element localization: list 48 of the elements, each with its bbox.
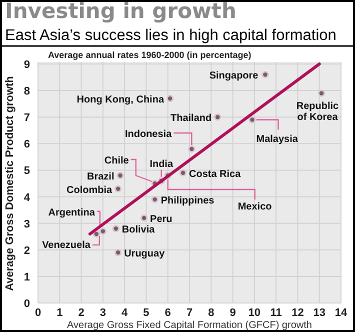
annotation: Venezuela (42, 240, 91, 251)
x-tick-label: 3 (100, 307, 106, 319)
annotation: Costa Rica (189, 168, 242, 180)
x-tick-label: 1 (56, 307, 63, 319)
annotation: Peru (150, 214, 172, 226)
text: Average annual rates 1960-2000 (in percentage) (48, 50, 252, 60)
annotation: Philippines (160, 195, 215, 206)
annotation: Bolivia (122, 224, 156, 236)
x-tick-label: 2 (78, 307, 84, 319)
y-tick-label: 0 (24, 298, 30, 310)
x-tick-label: 6 (164, 307, 171, 319)
y-tick-label: 8 (24, 86, 30, 98)
chart-subtitle: East Asia’s success lies in high capital formation (5, 27, 336, 44)
annotation: Indonesia (124, 128, 172, 140)
y-axis-title: Average Gross Domestic Product growth (4, 76, 16, 291)
y-tick-label: 2 (24, 244, 30, 257)
y-tick-label: 4 (24, 192, 31, 204)
annotation: India (150, 158, 174, 170)
y-tick-label: 7 (24, 112, 30, 124)
x-tick-label: 7 (186, 307, 193, 319)
x-tick-label: 9 (230, 307, 236, 319)
annotation: Brazil (87, 172, 114, 183)
y-tick-label: 5 (24, 165, 30, 178)
y-tick-label: 9 (24, 59, 30, 71)
x-tick-label: 8 (208, 307, 214, 319)
y-tick-label: 3 (24, 218, 30, 230)
x-tick-label: 11 (270, 307, 282, 319)
annotation: Hong Kong, China (76, 94, 164, 106)
annotation: Chile (104, 156, 130, 166)
x-tick-label: 10 (248, 307, 261, 319)
x-tick-label: 12 (292, 307, 304, 319)
x-tick-label: 5 (143, 307, 150, 319)
x-tick-label: 14 (334, 307, 348, 319)
x-tick-label: 4 (122, 307, 129, 319)
annotation: Republic of Korea (296, 101, 340, 124)
x-tick-label: 13 (313, 307, 326, 319)
y-tick-label: 6 (24, 138, 30, 151)
annotation: Mexico (238, 202, 272, 213)
annotation: Uruguay (124, 248, 166, 260)
x-axis-title: Average Gross Fixed Capital Formation (GFCF) growth (67, 320, 312, 331)
x-tick-label: 0 (34, 307, 42, 319)
annotation: Singapore (209, 70, 259, 82)
annotation: Argentina (48, 207, 96, 218)
annotation: Thailand (170, 113, 212, 124)
y-tick-label: 1 (24, 271, 30, 284)
annotation: Colombia (66, 184, 113, 196)
chart-title: Investing in growth (5, 0, 236, 23)
annotation: Malaysia (256, 134, 298, 145)
